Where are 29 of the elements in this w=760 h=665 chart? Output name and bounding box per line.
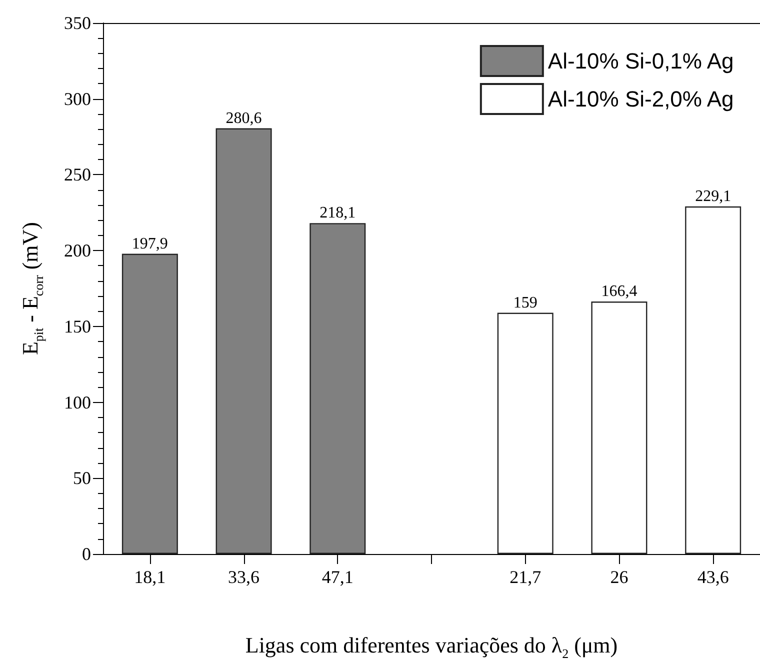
- y-tick-label: 100: [64, 392, 91, 412]
- legend-label: Al-10% Si-2,0% Ag: [548, 86, 734, 112]
- data-label: 166,4: [601, 283, 638, 300]
- x-tick-label: 21,7: [510, 567, 542, 587]
- data-label: 159: [513, 294, 538, 312]
- bar: [122, 254, 178, 554]
- legend-label: Al-10% Si-0,1% Ag: [548, 48, 734, 74]
- data-label: 280,6: [226, 110, 262, 127]
- bar: [685, 206, 742, 554]
- x-tick-label: 47,1: [322, 567, 354, 587]
- y-tick-label: 200: [64, 240, 91, 261]
- bar: [497, 312, 554, 554]
- y-tick-label: 150: [64, 316, 91, 336]
- y-tick-label: 50: [73, 468, 91, 488]
- y-tick-label: 300: [64, 88, 91, 109]
- bar: [216, 128, 272, 554]
- x-tick-label: 33,6: [228, 567, 260, 587]
- y-tick-label: 0: [82, 544, 91, 564]
- x-tick-label: 43,6: [697, 567, 729, 587]
- data-label: 229,1: [695, 188, 732, 205]
- data-label: 197,9: [132, 235, 168, 252]
- y-tick-label: 250: [64, 164, 91, 185]
- bar: [310, 223, 366, 554]
- y-axis-title: Epit - Ecorr (mV): [18, 222, 46, 356]
- x-tick-label: 26: [610, 567, 628, 587]
- x-tick-label: 18,1: [134, 567, 166, 587]
- data-label: 218,1: [320, 204, 356, 222]
- y-tick-label: 350: [64, 13, 91, 33]
- bar: [591, 302, 648, 554]
